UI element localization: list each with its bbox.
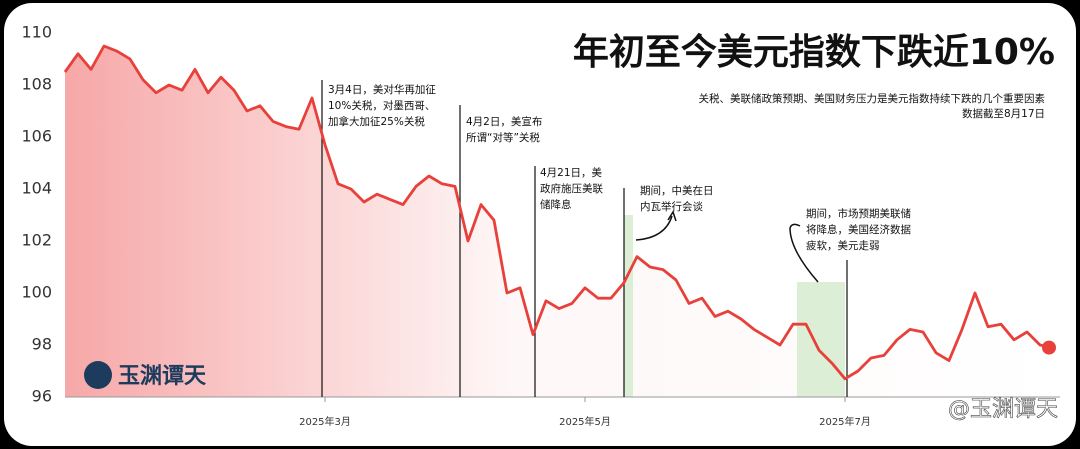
arrow — [667, 210, 677, 222]
annotation: 将降息，美国经济数据 — [806, 223, 911, 236]
y-tick-label: 100 — [21, 283, 52, 302]
annotation: 加拿大加征25%关税 — [328, 115, 425, 128]
annotation: 3月4日，美对华再加征 — [328, 83, 436, 96]
annotation: 所谓“对等”关税 — [466, 131, 540, 144]
y-tick-label: 102 — [21, 231, 52, 250]
annotation: 疲软，美元走弱 — [806, 239, 880, 252]
annotation: 期间，市场预期美联储 — [806, 207, 911, 220]
subtitle: 数据截至8月17日 — [962, 107, 1045, 120]
annotation: 4月21日，美 — [540, 166, 603, 179]
arrow — [789, 223, 819, 283]
annotation: 10%关税，对墨西哥、 — [328, 99, 435, 112]
annotation: 期间，中美在日 — [640, 184, 714, 197]
subtitle: 关税、美联储政策预期、美国财务压力是美元指数持续下跌的几个重要因素 — [699, 92, 1046, 105]
annotation: 内瓦举行会谈 — [640, 200, 703, 213]
area-fill — [65, 46, 1053, 397]
logo — [84, 361, 112, 389]
chart-title: 年初至今美元指数下跌近10% — [573, 32, 1055, 73]
end-dot — [1042, 340, 1056, 355]
annotation: 储降息 — [540, 198, 572, 211]
y-tick-label: 110 — [21, 23, 52, 42]
y-tick-label: 98 — [32, 335, 52, 354]
y-tick-label: 104 — [21, 179, 52, 198]
brand: 玉渊谭天 — [118, 364, 207, 389]
y-tick-label: 108 — [21, 75, 52, 94]
annotation: 4月2日，美宣布 — [466, 115, 542, 128]
x-tick-label: 2025年7月 — [819, 415, 871, 428]
watermark: @玉渊谭天 — [948, 397, 1058, 422]
arrow — [635, 215, 673, 241]
x-tick-label: 2025年5月 — [559, 415, 611, 428]
highlight-band — [797, 282, 845, 397]
x-tick-label: 2025年3月 — [299, 415, 351, 428]
highlight-band — [624, 215, 633, 397]
y-tick-label: 96 — [32, 387, 52, 406]
annotation: 政府施压美联 — [540, 182, 603, 195]
line — [63, 44, 1054, 381]
y-tick-label: 106 — [21, 127, 52, 146]
